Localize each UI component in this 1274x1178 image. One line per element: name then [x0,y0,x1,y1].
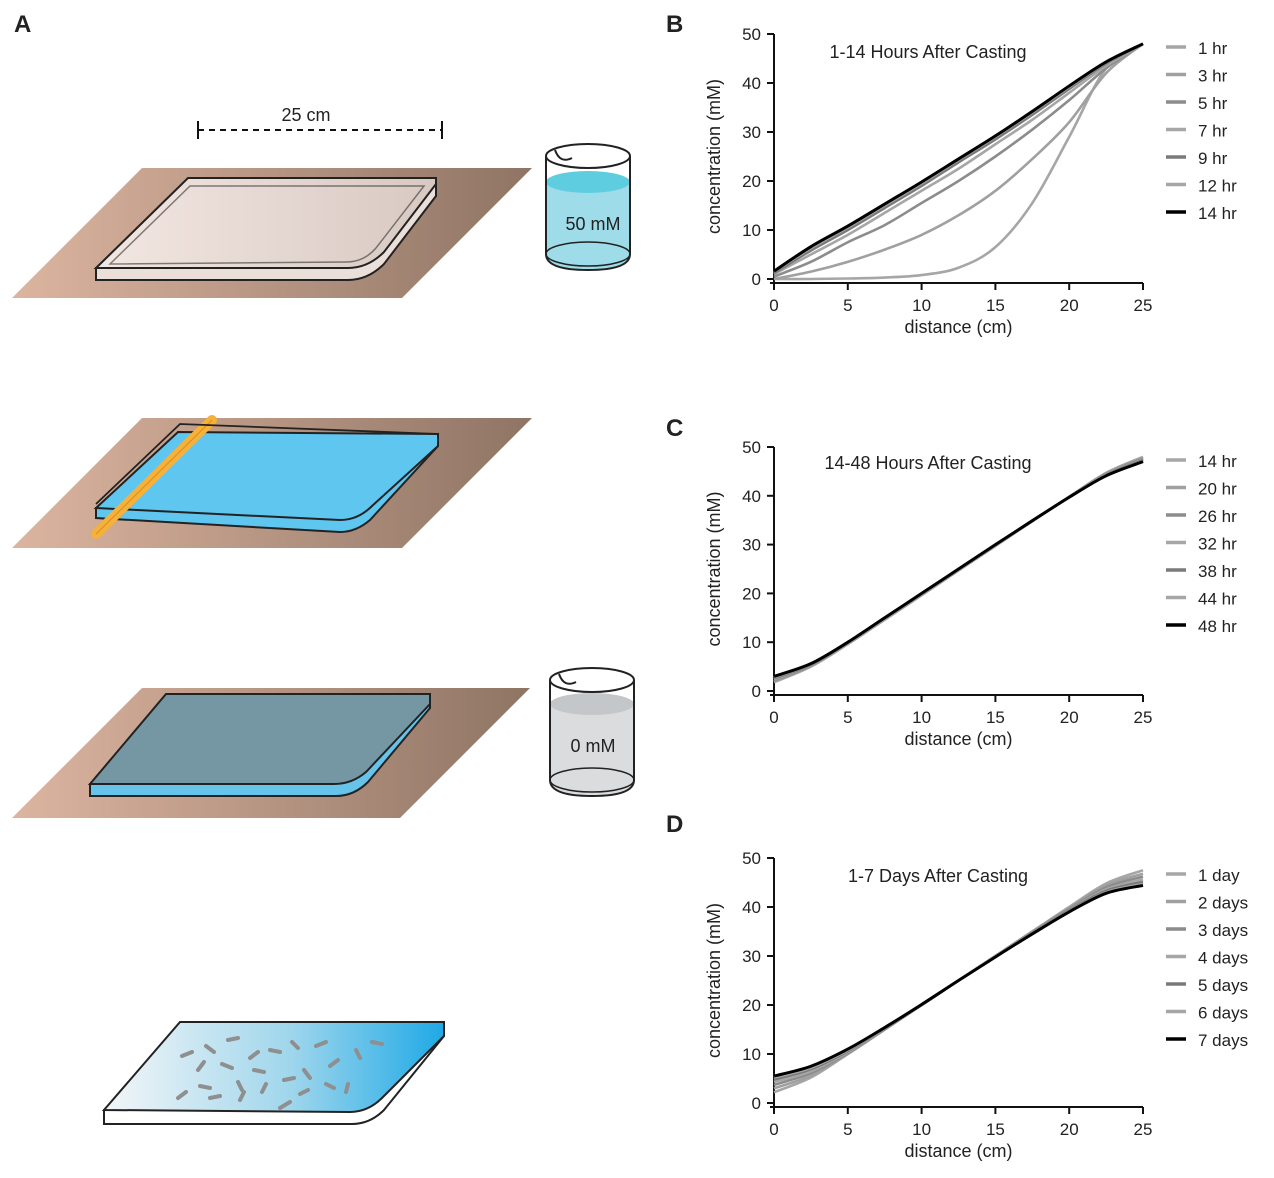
legend-label: 6 days [1198,1004,1248,1023]
y-tick-label: 30 [742,123,761,142]
x-tick-label: 10 [912,708,931,727]
legend-label: 7 hr [1198,122,1228,141]
y-tick-label: 20 [742,996,761,1015]
y-tick-label: 50 [742,849,761,868]
series-line-7 [773,460,1144,678]
y-tick-label: 40 [742,898,761,917]
x-axis-label: distance (cm) [904,1141,1012,1161]
beaker-low-label: 0 mM [571,736,616,756]
x-tick-label: 20 [1060,708,1079,727]
beaker-50mm: 50 mM [545,143,631,272]
legend-label: 9 hr [1198,149,1228,168]
step-2-tray [12,415,532,548]
x-tick-label: 5 [843,1120,852,1139]
legend-label: 14 hr [1198,452,1237,471]
x-tick-label: 25 [1134,296,1153,315]
legend-label: 12 hr [1198,177,1237,196]
x-tick-label: 0 [769,1120,778,1139]
y-tick-label: 40 [742,487,761,506]
x-tick-label: 20 [1060,296,1079,315]
legend-label: 20 hr [1198,480,1237,499]
x-tick-label: 5 [843,296,852,315]
gradient-gel-top [101,1021,445,1114]
y-axis-label: concentration (mM) [704,903,724,1058]
gel-top-3 [87,693,431,785]
legend-label: 5 days [1198,976,1248,995]
step-1-tray [12,168,532,298]
legend-label: 3 hr [1198,67,1228,86]
chart-c: 0 10 20 30 40 50 0 5 10 15 20 25 distance (cm) concen… [704,438,1237,749]
series-line-4 [773,42,1144,276]
scale-bar: 25 cm [197,105,443,139]
x-tick-label: 25 [1134,1120,1153,1139]
chart-title: 14-48 Hours After Casting [824,453,1031,473]
y-tick-label: 20 [742,172,761,191]
y-tick-label: 10 [742,633,761,652]
y-tick-label: 30 [742,947,761,966]
beaker-0mm: 0 mM [549,667,635,798]
panel-label-d: D [666,811,683,838]
x-tick-label: 15 [986,1120,1005,1139]
chart-d: 0 10 20 30 40 50 0 5 10 15 20 25 distance (cm) concen… [704,849,1248,1161]
series-line-3 [773,42,1144,278]
y-tick-label: 0 [752,270,761,289]
legend-label: 26 hr [1198,507,1237,526]
y-tick-label: 50 [742,438,761,457]
legend-label: 4 days [1198,949,1248,968]
y-tick-label: 0 [752,682,761,701]
step-4-gel [101,1021,445,1125]
x-axis-label: distance (cm) [904,317,1012,337]
y-tick-label: 40 [742,74,761,93]
scale-bar-label: 25 cm [281,105,330,125]
y-tick-label: 20 [742,584,761,603]
panel-label-b: B [666,11,683,38]
x-tick-label: 15 [986,708,1005,727]
chart-title: 1-14 Hours After Casting [829,42,1026,62]
series-line-7 [773,42,1144,273]
panel-label-a: A [14,11,31,38]
beaker-high-label: 50 mM [565,214,620,234]
series-line-7 [773,883,1144,1078]
series-line-2 [773,42,1144,281]
legend-label: 1 day [1198,866,1240,885]
x-tick-label: 20 [1060,1120,1079,1139]
chart-title: 1-7 Days After Casting [848,866,1028,886]
legend-label: 44 hr [1198,590,1237,609]
panel-label-c: C [666,415,683,442]
legend-label: 7 days [1198,1031,1248,1050]
chart-b: 0 10 20 30 40 50 0 5 10 15 20 25 distance (cm) concen… [704,25,1237,337]
legend-label: 38 hr [1198,562,1237,581]
y-tick-label: 10 [742,221,761,240]
legend-label: 48 hr [1198,617,1237,636]
legend-label: 3 days [1198,921,1248,940]
legend-label: 32 hr [1198,535,1237,554]
step-3-tray [12,688,530,818]
x-axis-label: distance (cm) [904,729,1012,749]
legend-label: 14 hr [1198,204,1237,223]
x-tick-label: 25 [1134,708,1153,727]
legend-label: 1 hr [1198,39,1228,58]
x-tick-label: 0 [769,708,778,727]
x-tick-label: 0 [769,296,778,315]
x-tick-label: 15 [986,296,1005,315]
x-tick-label: 10 [912,296,931,315]
y-tick-label: 10 [742,1045,761,1064]
x-tick-label: 5 [843,708,852,727]
y-axis-label: concentration (mM) [704,491,724,646]
y-tick-label: 0 [752,1094,761,1113]
legend-label: 5 hr [1198,94,1228,113]
y-tick-label: 30 [742,536,761,555]
y-tick-label: 50 [742,25,761,44]
y-axis-label: concentration (mM) [704,79,724,234]
legend-label: 2 days [1198,894,1248,913]
tray-top-1 [93,177,437,269]
series-line-5 [773,42,1144,275]
series-line-1 [773,42,1144,281]
worms [176,1036,384,1110]
x-tick-label: 10 [912,1120,931,1139]
